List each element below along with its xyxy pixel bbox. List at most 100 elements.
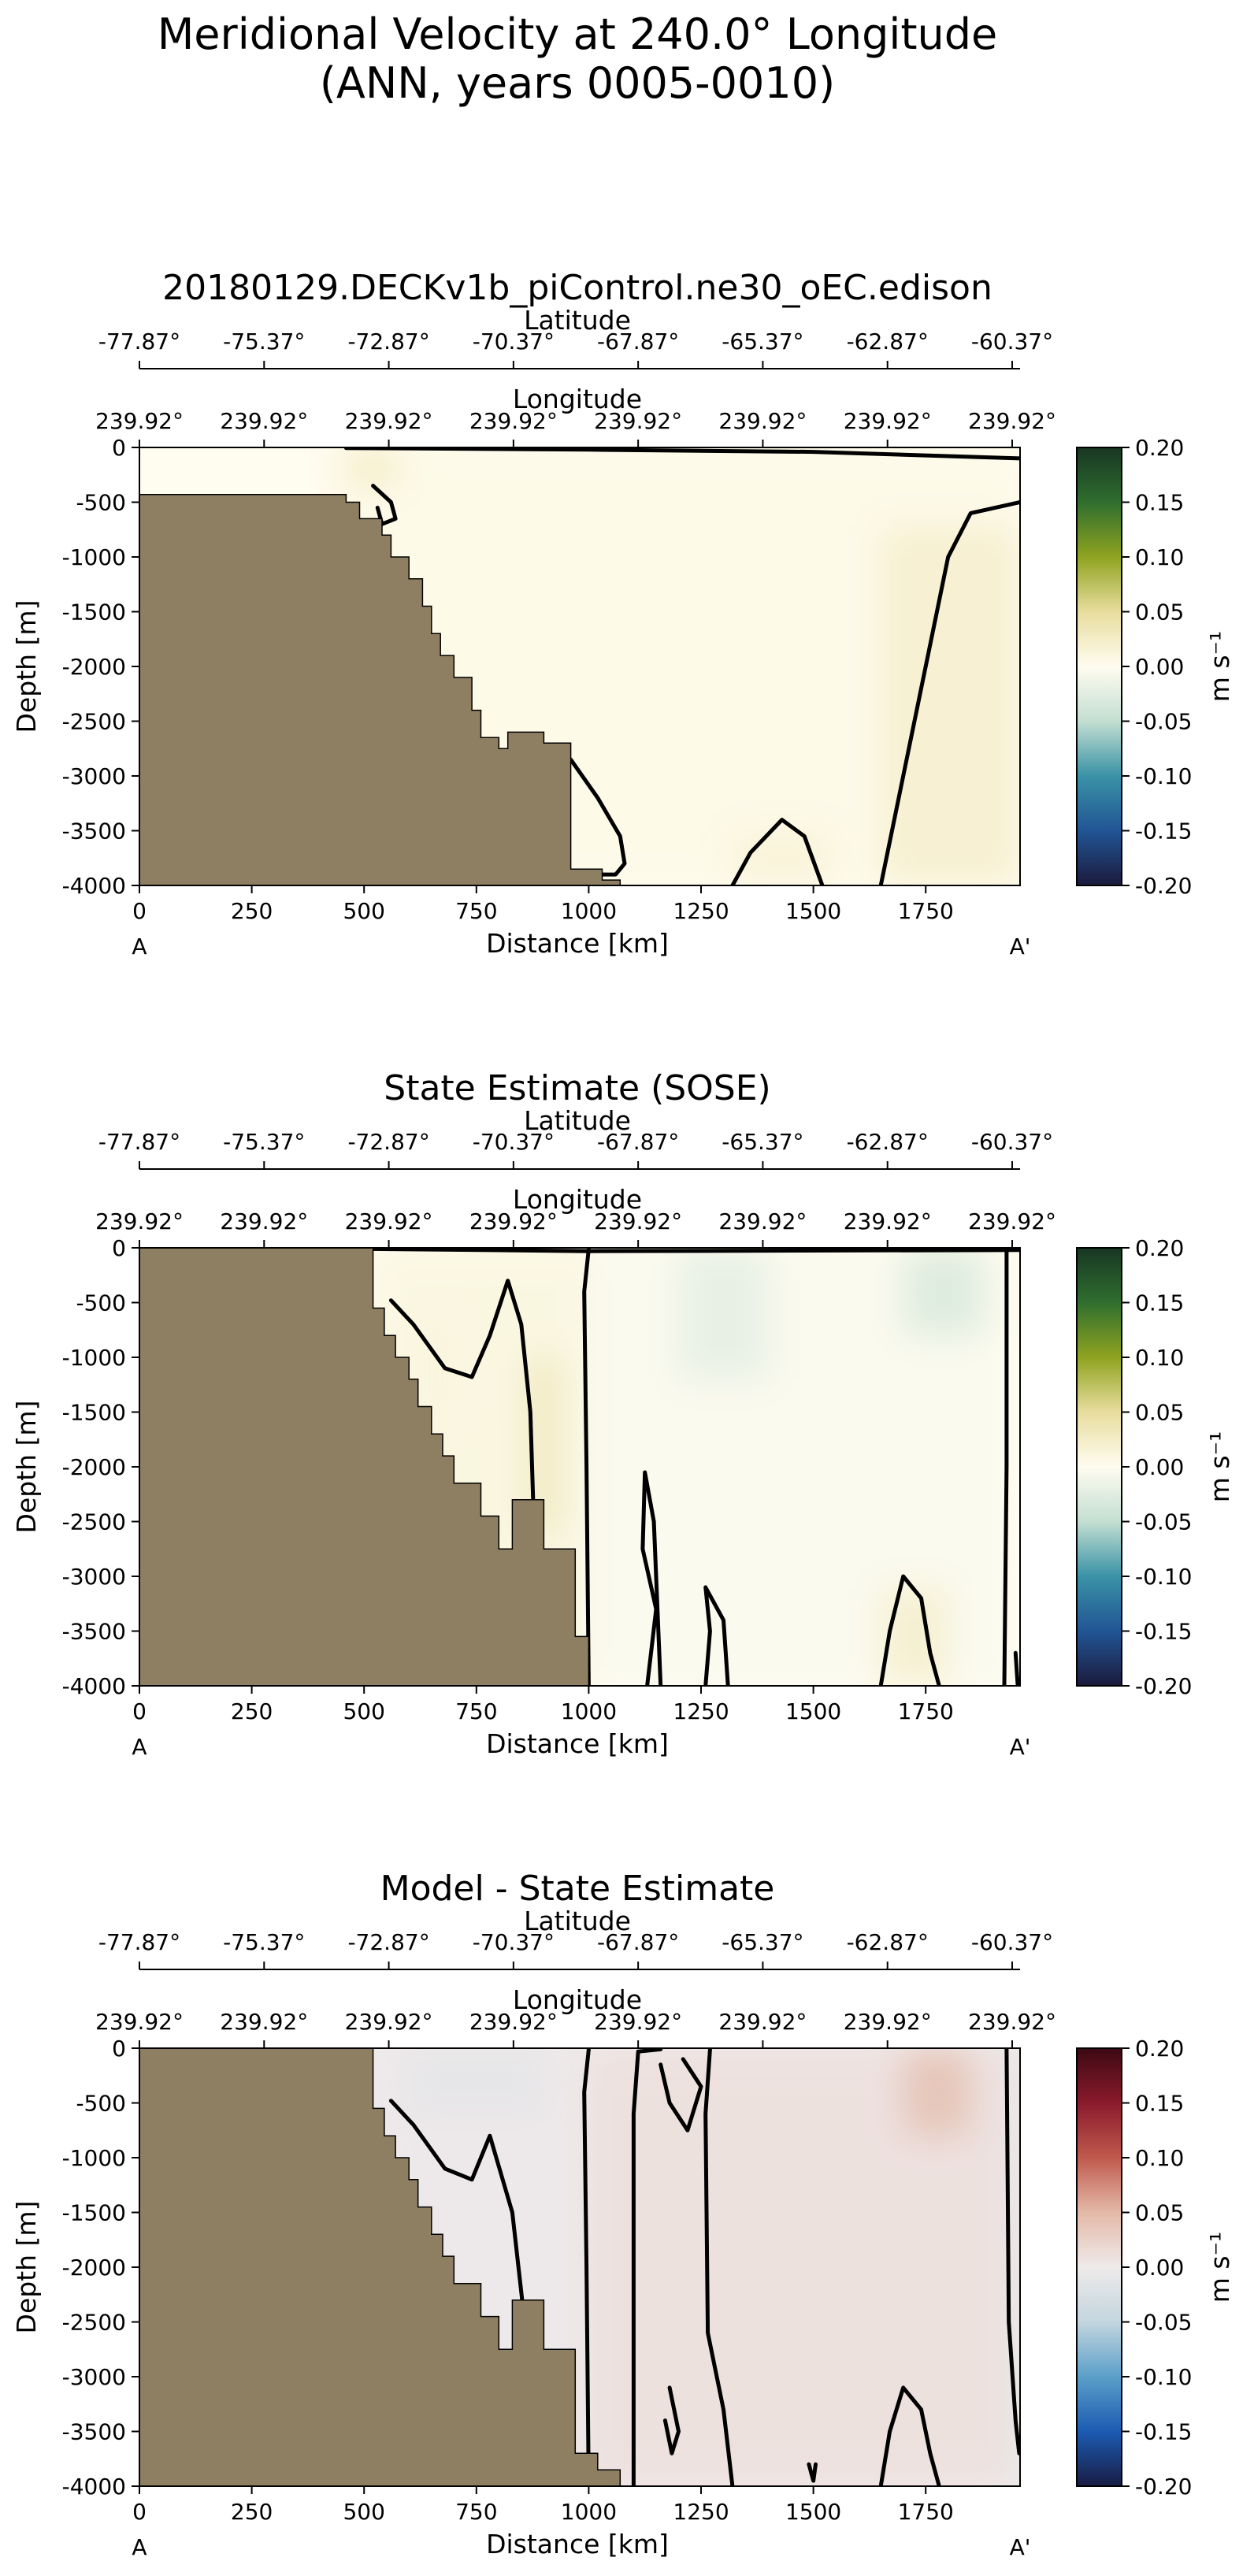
longitude-tick-label: 239.92°: [95, 408, 184, 434]
longitude-tick-label: 239.92°: [345, 408, 433, 434]
field-patch: [409, 2048, 544, 2114]
longitude-tick-label: 239.92°: [220, 408, 308, 434]
longitude-tick-label: 239.92°: [968, 1208, 1056, 1234]
x-tick-label: 250: [231, 898, 273, 924]
y-tick-label: -1500: [62, 599, 126, 625]
y-tick-label: -3500: [62, 2419, 126, 2445]
colorbar-tick-label: 0.10: [1135, 2145, 1184, 2171]
y-tick-label: -4000: [62, 873, 126, 899]
latitude-axis-label: Latitude: [524, 1906, 631, 1936]
y-tick-label: -500: [76, 490, 126, 516]
longitude-tick-label: 239.92°: [844, 1208, 932, 1234]
colorbar-tick-label: 0.20: [1135, 1235, 1184, 1261]
latitude-tick-label: -65.37°: [722, 1929, 803, 1955]
latitude-tick-label: -67.87°: [597, 1929, 679, 1955]
field-patch: [881, 1587, 948, 1686]
y-tick-label: 0: [112, 2036, 126, 2062]
colorbar: [1076, 2047, 1122, 2487]
y-tick-label: -1000: [62, 1345, 126, 1371]
longitude-tick-label: 239.92°: [469, 1208, 558, 1234]
longitude-tick-label: 239.92°: [968, 2009, 1056, 2035]
x-tick-label: 1000: [561, 1698, 617, 1724]
latitude-tick-label: -70.37°: [473, 328, 555, 354]
y-tick-label: -2000: [62, 1454, 126, 1480]
colorbar-label: m s⁻¹: [1204, 631, 1235, 702]
y-tick-label: -2000: [62, 654, 126, 680]
x-tick-label: 500: [343, 1698, 384, 1724]
y-tick-label: -1500: [62, 2200, 126, 2226]
x-tick-label: 750: [455, 2499, 497, 2525]
zero-contour: [703, 1585, 730, 1686]
y-tick-label: -3000: [62, 1564, 126, 1590]
colorbar-tick-label: -0.05: [1135, 709, 1192, 735]
bathymetry-mask: [139, 2048, 621, 2486]
zero-contour: [807, 2462, 818, 2483]
y-tick-label: -3000: [62, 2364, 126, 2390]
x-axis-label: Distance [km]: [486, 928, 669, 959]
zero-contour: [388, 1279, 537, 1557]
x-tick-label: 1750: [898, 1698, 954, 1724]
zero-contour: [730, 818, 825, 885]
y-tick-label: -2500: [62, 709, 126, 735]
y-tick-label: 0: [112, 435, 126, 461]
plot-area: [139, 447, 1020, 885]
panel-1: 20180129.DECKv1b_piControl.ne30_oEC.edis…: [11, 268, 1235, 960]
figure-title-line2: (ANN, years 0005-0010): [320, 58, 835, 108]
latitude-tick-label: -70.37°: [473, 1129, 555, 1155]
latitude-tick-label: -70.37°: [473, 1929, 555, 1955]
panel-title: State Estimate (SOSE): [384, 1068, 770, 1108]
plot-area: [139, 1248, 1020, 1686]
x-tick-label: 250: [231, 1698, 273, 1724]
y-tick-label: -1500: [62, 1400, 126, 1426]
panel-2: State Estimate (SOSE)Latitude -77.87° -75.…: [11, 1068, 1235, 1760]
latitude-tick-label: -75.37°: [223, 328, 305, 354]
x-tick-label: 1750: [898, 2499, 954, 2525]
figure-title-line1: Meridional Velocity at 240.0° Longitude: [158, 9, 998, 59]
section-start-label: A: [132, 1734, 147, 1760]
latitude-tick-label: -72.87°: [347, 1129, 429, 1155]
y-tick-label: -1000: [62, 544, 126, 570]
longitude-tick-label: 239.92°: [718, 2009, 807, 2035]
latitude-tick-label: -60.37°: [971, 328, 1053, 354]
zero-contour: [631, 2048, 663, 2486]
y-tick-label: -1000: [62, 2145, 126, 2171]
y-tick-label: -3500: [62, 1619, 126, 1645]
colorbar-tick-label: -0.10: [1135, 1564, 1192, 1590]
latitude-tick-label: -65.37°: [722, 1129, 803, 1155]
colorbar-label: m s⁻¹: [1204, 2232, 1235, 2303]
colorbar-tick-label: 0.10: [1135, 1345, 1184, 1371]
x-axis-label: Distance [km]: [486, 2529, 669, 2559]
colorbar-tick-label: -0.20: [1135, 1673, 1192, 1699]
latitude-tick-label: -65.37°: [722, 328, 803, 354]
y-tick-label: -2000: [62, 2255, 126, 2281]
zero-contour: [1004, 2048, 1020, 2455]
zero-contour: [662, 2385, 681, 2455]
latitude-tick-label: -77.87°: [98, 1929, 180, 1955]
x-tick-label: 750: [455, 1698, 497, 1724]
colorbar-tick-label: 0.05: [1135, 2200, 1184, 2226]
x-tick-label: 500: [343, 2499, 384, 2525]
colorbar-tick-label: -0.15: [1135, 1619, 1192, 1645]
colorbar-tick-label: -0.20: [1135, 873, 1192, 899]
plot-area: [139, 2048, 1020, 2486]
bathymetry-mask: [139, 494, 621, 885]
colorbar-tick-label: 0.00: [1135, 2255, 1184, 2281]
x-tick-label: 250: [231, 2499, 273, 2525]
zero-contour: [878, 500, 1020, 885]
x-tick-label: 1500: [785, 2499, 841, 2525]
y-tick-label: -2500: [62, 1509, 126, 1535]
zero-contour: [640, 1470, 663, 1686]
zero-contour: [569, 757, 627, 877]
latitude-tick-label: -67.87°: [597, 328, 679, 354]
latitude-tick-label: -62.87°: [847, 1129, 929, 1155]
y-tick-label: -500: [76, 1290, 126, 1316]
latitude-tick-label: -60.37°: [971, 1929, 1053, 1955]
zero-contour: [1002, 1248, 1009, 1686]
colorbar-tick-label: -0.05: [1135, 1509, 1192, 1535]
field-patch: [881, 524, 1020, 885]
longitude-tick-label: 239.92°: [718, 408, 807, 434]
longitude-tick-label: 239.92°: [594, 2009, 682, 2035]
colorbar-tick-label: 0.00: [1135, 1454, 1184, 1480]
latitude-tick-label: -62.87°: [847, 328, 929, 354]
zero-contour: [582, 1248, 591, 1686]
